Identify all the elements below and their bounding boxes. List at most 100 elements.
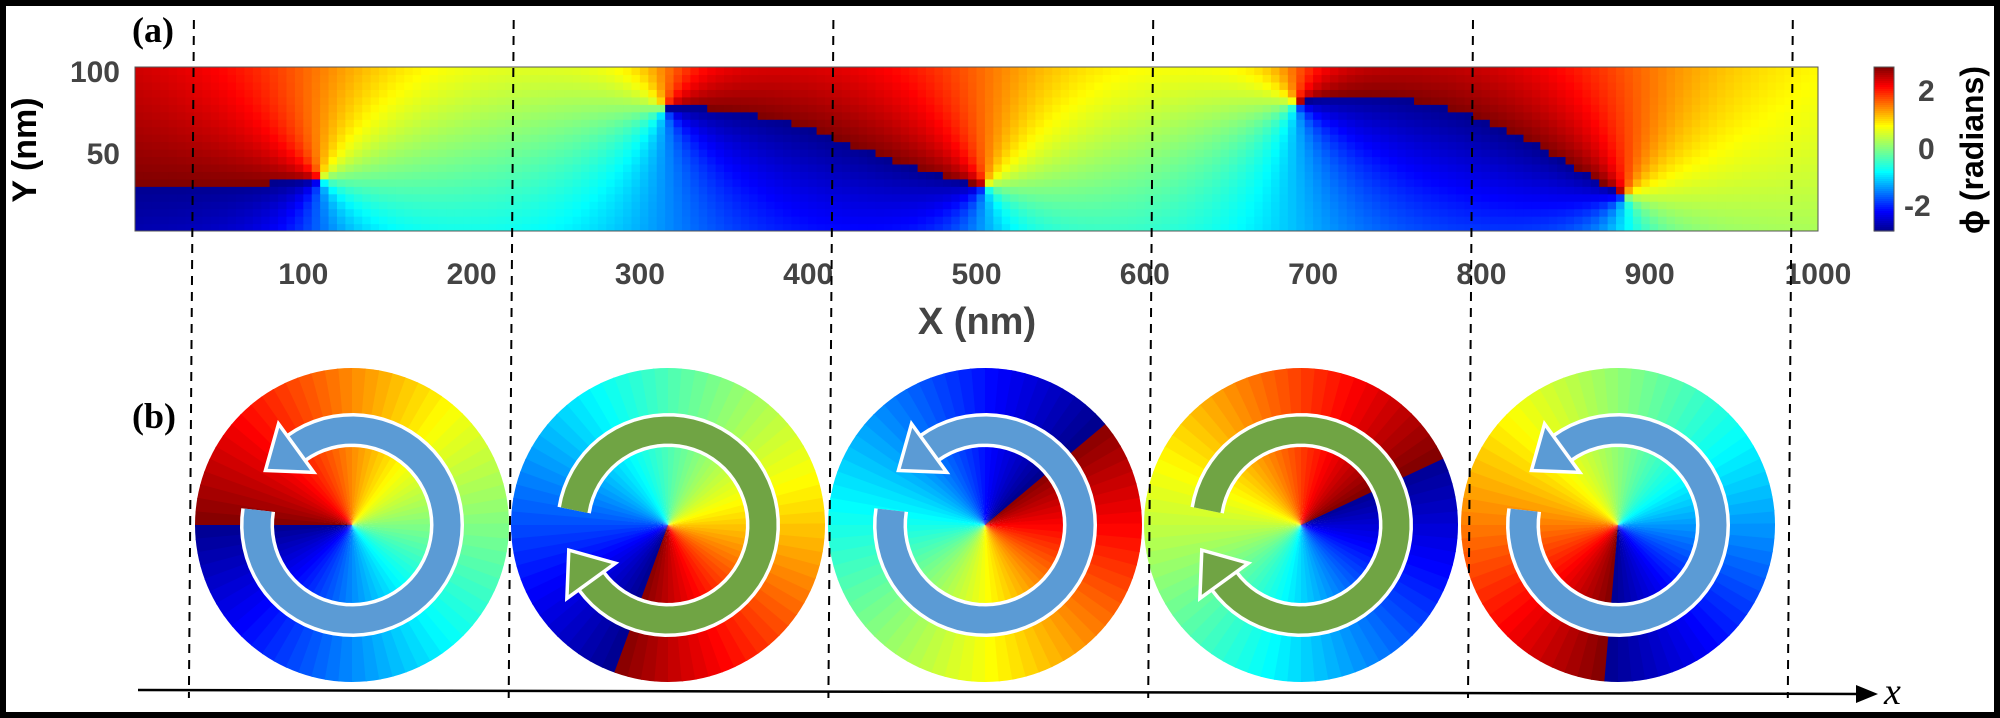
heatmap-cell — [1001, 149, 1011, 158]
heatmap-cell — [1321, 141, 1331, 150]
colorbar-segment — [1874, 193, 1894, 196]
heatmap-cell — [564, 178, 574, 187]
heatmap-cell — [547, 216, 557, 225]
heatmap-cell — [606, 201, 616, 210]
heatmap-cell — [1767, 178, 1777, 187]
heatmap-cell — [1001, 163, 1011, 172]
heatmap-cell — [1085, 178, 1095, 187]
heatmap-cell — [1784, 67, 1794, 76]
heatmap-cell — [976, 156, 986, 165]
heatmap-cell — [244, 119, 254, 128]
heatmap-cell — [463, 67, 473, 76]
heatmap-cell — [858, 149, 868, 158]
heatmap-cell — [421, 111, 431, 120]
heatmap-cell — [185, 74, 195, 83]
heatmap-cell — [505, 186, 515, 195]
heatmap-cell — [1784, 163, 1794, 172]
heatmap-cell — [1186, 89, 1196, 98]
heatmap-cell — [867, 223, 877, 231]
heatmap-cell — [1506, 126, 1516, 135]
heatmap-cell — [698, 171, 708, 180]
heatmap-cell — [1094, 96, 1104, 105]
heatmap-cell — [446, 67, 456, 76]
heatmap-cell — [698, 104, 708, 113]
heatmap-cell — [555, 171, 565, 180]
heatmap-cell — [875, 208, 885, 217]
heatmap-cell — [387, 96, 397, 105]
heatmap-cell — [1245, 163, 1255, 172]
heatmap-cell — [589, 186, 599, 195]
heatmap-cell — [1153, 119, 1163, 128]
heatmap-cell — [1809, 67, 1818, 76]
heatmap-cell — [799, 193, 809, 202]
heatmap-cell — [1700, 193, 1710, 202]
x-tick-label: 400 — [783, 258, 833, 291]
heatmap-cell — [1422, 74, 1432, 83]
heatmap-cell — [984, 74, 994, 83]
heatmap-cell — [480, 186, 490, 195]
heatmap-cell — [1346, 171, 1356, 180]
heatmap-cell — [294, 89, 304, 98]
heatmap-cell — [320, 149, 330, 158]
heatmap-cell — [160, 141, 170, 150]
heatmap-cell — [1161, 89, 1171, 98]
colorbar-segment — [1874, 189, 1894, 192]
heatmap-cell — [698, 74, 708, 83]
heatmap-cell — [1127, 216, 1137, 225]
heatmap-cell — [437, 81, 447, 90]
heatmap-cell — [1304, 201, 1314, 210]
colorbar-segment — [1874, 225, 1894, 228]
heatmap-cell — [1397, 134, 1407, 143]
heatmap-cell — [210, 149, 220, 158]
heatmap-cell — [303, 141, 313, 150]
heatmap-cell — [1170, 67, 1180, 76]
heatmap-cell — [219, 141, 229, 150]
heatmap-cell — [1489, 74, 1499, 83]
heatmap-cell — [278, 193, 288, 202]
heatmap-cell — [555, 163, 565, 172]
heatmap-cell — [387, 104, 397, 113]
heatmap-cell — [757, 163, 767, 172]
heatmap-cell — [1590, 111, 1600, 120]
heatmap-cell — [294, 208, 304, 217]
heatmap-cell — [597, 89, 607, 98]
heatmap-cell — [505, 149, 515, 158]
heatmap-cell — [294, 223, 304, 231]
colorbar-segment — [1874, 219, 1894, 222]
heatmap-cell — [740, 119, 750, 128]
heatmap-cell — [395, 186, 405, 195]
heatmap-cell — [1203, 178, 1213, 187]
heatmap-cell — [1641, 126, 1651, 135]
heatmap-cell — [488, 111, 498, 120]
heatmap-cell — [816, 186, 826, 195]
heatmap-cell — [320, 81, 330, 90]
heatmap-cell — [1388, 126, 1398, 135]
heatmap-cell — [303, 67, 313, 76]
heatmap-cell — [1691, 96, 1701, 105]
heatmap-cell — [471, 141, 481, 150]
heatmap-cell — [1456, 208, 1466, 217]
heatmap-cell — [1111, 141, 1121, 150]
heatmap-cell — [1767, 208, 1777, 217]
heatmap-cell — [1691, 186, 1701, 195]
heatmap-cell — [1573, 96, 1583, 105]
heatmap-cell — [210, 126, 220, 135]
heatmap-cell — [311, 163, 321, 172]
heatmap-cell — [1153, 208, 1163, 217]
heatmap-cell — [934, 119, 944, 128]
heatmap-cell — [690, 96, 700, 105]
heatmap-cell — [1649, 111, 1659, 120]
heatmap-cell — [1548, 134, 1558, 143]
heatmap-cell — [1203, 201, 1213, 210]
heatmap-cell — [1052, 96, 1062, 105]
heatmap-cell — [1245, 81, 1255, 90]
heatmap-cell — [1414, 201, 1424, 210]
heatmap-cell — [463, 223, 473, 231]
heatmap-cell — [404, 81, 414, 90]
heatmap-cell — [926, 134, 936, 143]
heatmap-cell — [1683, 163, 1693, 172]
heatmap-cell — [1043, 81, 1053, 90]
heatmap-cell — [1405, 201, 1415, 210]
colorbar-tick-label: -2 — [1904, 190, 1931, 223]
heatmap-cell — [665, 119, 675, 128]
